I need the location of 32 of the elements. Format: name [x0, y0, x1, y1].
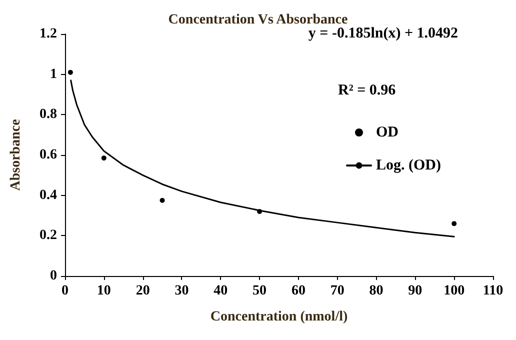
y-axis-title: Absorbance: [8, 119, 24, 191]
x-tick-label: 50: [252, 284, 267, 298]
x-axis-title: Concentration (nmol/l): [210, 310, 348, 324]
x-tick-label: 30: [174, 284, 189, 298]
line-series: [70, 80, 455, 238]
y-tick-label: 0.4: [40, 188, 57, 203]
legend-label: OD: [376, 124, 399, 140]
point: [257, 208, 262, 214]
y-tick-label: 1: [50, 66, 57, 82]
y-tick-label: 0.8: [40, 107, 57, 122]
point: [68, 70, 73, 75]
x-tick-label: 20: [136, 284, 150, 298]
legend-label: Log. (OD): [376, 158, 442, 174]
y-tick-label: 0: [50, 268, 57, 284]
y-tick-label: 0.2: [40, 228, 57, 244]
y-tick-label: 0.6: [40, 148, 57, 162]
point: [101, 156, 106, 161]
x-tick-label: 60: [291, 284, 306, 298]
x-tick-label: 90: [408, 284, 422, 298]
annotation: R² = 0.96: [338, 82, 396, 98]
annotation: y = -0.185ln(x) + 1.0492: [308, 26, 458, 42]
x-tick-label: 100: [444, 284, 465, 298]
x-tick-label: 70: [330, 284, 344, 298]
x-tick-label: 40: [214, 284, 228, 298]
chart-title: Concentration Vs Absorbance: [168, 12, 348, 28]
x-tick-label: 110: [482, 284, 504, 298]
x-tick-label: 0: [62, 284, 68, 298]
point: [452, 221, 457, 226]
x-tick-label: 10: [96, 284, 111, 298]
point: [160, 198, 165, 203]
x-tick-label: 80: [369, 284, 384, 298]
y-tick-label: 1.2: [40, 26, 57, 42]
